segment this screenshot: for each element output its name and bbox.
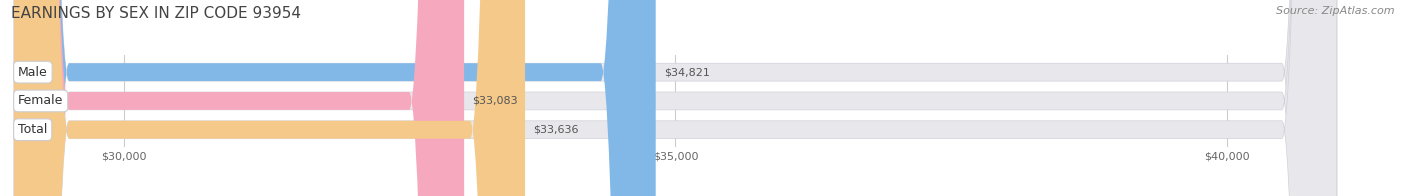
Text: Total: Total xyxy=(18,123,48,136)
FancyBboxPatch shape xyxy=(14,0,464,196)
FancyBboxPatch shape xyxy=(14,0,524,196)
FancyBboxPatch shape xyxy=(14,0,1337,196)
Text: $33,636: $33,636 xyxy=(533,125,578,135)
Text: Source: ZipAtlas.com: Source: ZipAtlas.com xyxy=(1277,6,1395,16)
Text: Female: Female xyxy=(18,94,63,107)
Text: $34,821: $34,821 xyxy=(664,67,710,77)
FancyBboxPatch shape xyxy=(14,0,1337,196)
FancyBboxPatch shape xyxy=(14,0,1337,196)
FancyBboxPatch shape xyxy=(14,0,655,196)
Text: $33,083: $33,083 xyxy=(472,96,517,106)
Text: EARNINGS BY SEX IN ZIP CODE 93954: EARNINGS BY SEX IN ZIP CODE 93954 xyxy=(11,6,301,21)
Text: Male: Male xyxy=(18,66,48,79)
